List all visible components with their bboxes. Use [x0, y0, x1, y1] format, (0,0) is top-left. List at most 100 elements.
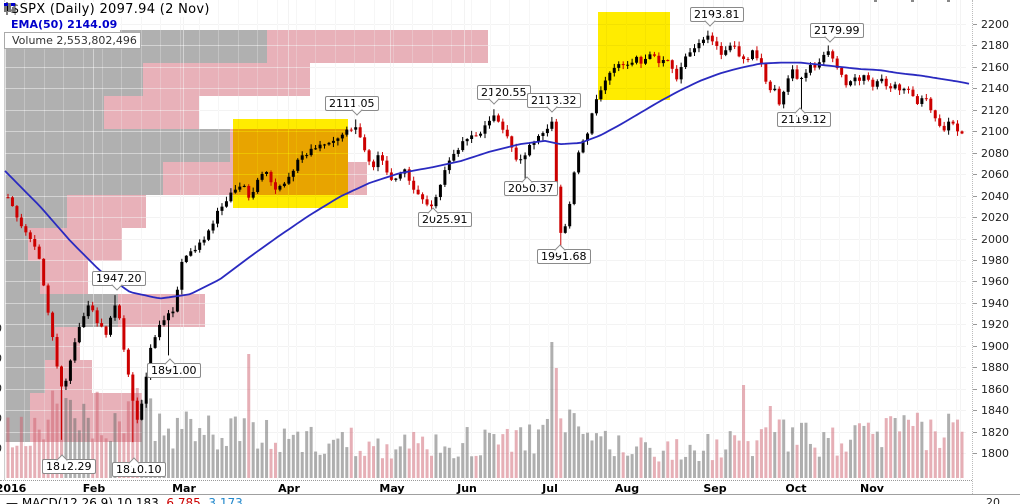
candle-body [122, 318, 126, 350]
volume-bar [523, 450, 527, 478]
volume-bar [144, 399, 148, 478]
candle-body [421, 194, 425, 200]
week-gridline [645, 0, 646, 480]
vbp-bar-pink [118, 294, 205, 327]
volume-bar [786, 451, 790, 478]
candle-body [724, 50, 728, 55]
week-gridline [451, 0, 452, 480]
candle-body [354, 127, 358, 130]
week-gridline [141, 0, 142, 480]
y-axis-tick [973, 367, 977, 369]
volume-bar [505, 428, 509, 478]
week-gridline [762, 0, 763, 480]
volume-bar [242, 418, 246, 478]
volume-bar [688, 444, 692, 478]
y-axis-tick-label: 1960 [981, 275, 1009, 289]
candle-body [149, 347, 153, 377]
volume-bar [336, 438, 340, 478]
month-gridline [960, 0, 961, 480]
candle-body [345, 129, 349, 135]
candle-body [82, 316, 86, 328]
candle-body [233, 189, 237, 193]
week-gridline [606, 0, 607, 480]
volume-bar [884, 418, 888, 478]
week-gridline [529, 0, 530, 480]
volume-bar [496, 444, 500, 478]
candle-body [572, 172, 576, 204]
h-gridline [5, 281, 966, 282]
candle-body [198, 242, 202, 250]
candle-body [456, 150, 460, 154]
week-gridline [723, 0, 724, 480]
candle-body [33, 239, 37, 247]
candle-body [519, 159, 523, 161]
week-gridline [296, 0, 297, 480]
week-gridline [587, 0, 588, 480]
week-gridline [218, 0, 219, 480]
volume-bar [238, 441, 242, 478]
candle-body [554, 121, 558, 187]
week-gridline [820, 0, 821, 480]
candle-body [693, 48, 697, 53]
y-axis-tick-label: 2080 [981, 146, 1009, 160]
vbp-bar-gray [5, 162, 163, 195]
month-gridline [390, 0, 391, 480]
bottom-date-axis: 2016 Feb Mar Apr May Jun Jul Aug Sep Oct Nov [0, 480, 972, 495]
volume-bar [278, 451, 282, 478]
week-gridline [781, 0, 782, 480]
y-axis-tick [973, 217, 977, 219]
x-axis-month-label: May [379, 482, 405, 495]
candle-body [224, 201, 228, 207]
week-gridline [839, 0, 840, 480]
candle-body [260, 173, 264, 180]
volume-bar [86, 417, 90, 478]
candle-body [175, 289, 179, 312]
macd-hist-value: 3.173 [208, 496, 243, 504]
candle-body [487, 120, 491, 126]
candle-body [372, 161, 376, 168]
volume-bar [300, 452, 304, 478]
candle-body [305, 155, 309, 157]
candle-body [844, 74, 848, 86]
volume-bar [305, 431, 309, 478]
week-gridline [393, 0, 394, 480]
y-axis-tick [973, 24, 977, 25]
volume-bar [670, 459, 674, 478]
candle-body [643, 58, 647, 64]
candle-body [898, 84, 902, 91]
x-axis-month-label: Oct [785, 482, 807, 495]
candle-body [483, 125, 487, 134]
y-axis-tick [973, 431, 977, 433]
y-axis-tick-label: 2160 [981, 60, 1009, 74]
volume-bar [643, 442, 647, 478]
candle-body [924, 98, 928, 100]
volume-bar [487, 432, 491, 478]
volume-bar [742, 385, 746, 478]
week-gridline [917, 0, 918, 480]
volume-bar [924, 450, 928, 478]
volume-bar [24, 446, 28, 478]
candle-body [639, 56, 643, 64]
week-gridline [315, 0, 316, 480]
week-gridline [684, 0, 685, 480]
candle-body [545, 128, 549, 134]
volume-bar [907, 419, 911, 478]
volume-bar [679, 459, 683, 478]
candle-body [314, 148, 318, 150]
volume-bar [149, 398, 153, 478]
volume-bar [282, 428, 286, 478]
volume-bar [135, 388, 139, 478]
candle-body [256, 179, 260, 192]
volume-bar [273, 442, 277, 478]
candle-body [296, 159, 300, 171]
volume-bar [808, 443, 812, 478]
vbp-bar-gray [5, 327, 55, 360]
candle-body [278, 185, 282, 190]
vbp-bar-gray [5, 129, 230, 162]
candle-body [630, 62, 634, 65]
candle-body [505, 129, 509, 137]
candle-body [416, 189, 420, 195]
candle-body [220, 206, 224, 211]
volume-bar [822, 432, 826, 478]
volume-bar [791, 427, 795, 478]
